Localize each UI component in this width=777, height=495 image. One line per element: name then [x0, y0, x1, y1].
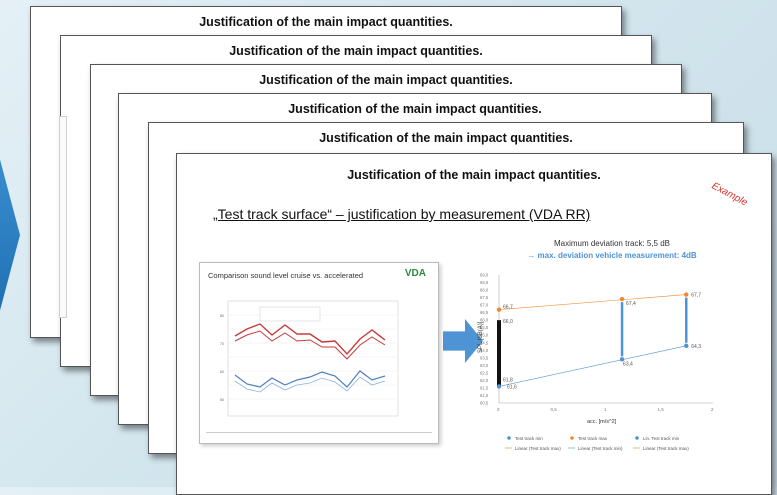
x-tick-label: 2 [711, 407, 714, 412]
legend-item: Test track min [515, 436, 543, 441]
chart-legend: Test track min Test track max Lin. Test … [505, 436, 689, 451]
chart-xlabel: acc. [m/s^2] [587, 419, 617, 425]
slide-card-front: Justification of the main impact quantit… [176, 153, 772, 495]
data-point-max [496, 307, 502, 312]
legend-item: Linear (Test track min) [578, 446, 623, 451]
comparison-chart-title: Comparison sound level cruise vs. accele… [208, 271, 364, 280]
y-tick-label: 62,5 [480, 370, 489, 375]
x-tick-labels: 0 0,5 1 1,5 2 [497, 407, 714, 412]
y-tick-label: 64,0 [480, 348, 489, 353]
plot-area: 66,7 66,0 61,661,8 67,4 63,4 67,7 64,3 [496, 292, 701, 390]
y-tick-label: 60,5 [480, 401, 489, 406]
deviation-header-1: Maximum deviation track: 5,5 dB [553, 239, 671, 248]
y-tick-label: 65,0 [480, 333, 489, 338]
x-tick-label: 0,5 [551, 407, 558, 412]
data-label: 67,7 [691, 293, 701, 299]
trendline-max [498, 294, 687, 310]
slide-title: Justification of the main impact quantit… [319, 131, 573, 145]
y-tick-label: 61,0 [480, 393, 489, 398]
legend-item: Linear (Test track max) [515, 446, 561, 451]
data-label: 61,8 [503, 377, 513, 383]
slide-title: Justification of the main impact quantit… [259, 73, 513, 87]
vda-logo: VDA [404, 268, 426, 279]
deviation-bar [497, 320, 501, 387]
y-tick-label: 67,5 [480, 295, 489, 300]
y-tick-label: 66,0 [480, 318, 489, 323]
y-tick-label: 69,0 [480, 273, 489, 278]
slide-title: Justification of the main impact quantit… [199, 15, 453, 29]
trendline-min [498, 345, 687, 387]
svg-text:70: 70 [220, 342, 224, 346]
legend-item: Test track max [578, 436, 608, 441]
y-tick-labels: 69,0 68,5 68,0 67,5 67,0 66,5 66,0 65,5 65,0 64,5… [480, 273, 489, 406]
comparison-chart-panel: Comparison sound level cruise vs. accele… [199, 262, 439, 444]
data-point-min [684, 343, 689, 348]
x-tick-label: 1,5 [658, 407, 665, 412]
data-label: 66,7 [503, 305, 513, 311]
data-point-min [619, 357, 625, 362]
data-label: 67,4 [626, 301, 636, 307]
chart-ylabel: SPL [dB(A)] [478, 321, 484, 353]
y-tick-label: 63,5 [480, 355, 489, 360]
slide-title: Justification of the main impact quantit… [229, 44, 483, 58]
legend-item: Lin. Test track min [643, 436, 680, 441]
deviation-chart-panel: Maximum deviation track: 5,5 dB → max. d… [477, 239, 747, 454]
svg-text:80: 80 [220, 314, 224, 318]
data-label: 63,4 [623, 361, 633, 367]
y-tick-label: 68,0 [480, 288, 489, 293]
x-tick-label: 1 [604, 407, 607, 412]
y-tick-label: 61,5 [480, 385, 489, 390]
data-point-max [684, 292, 689, 297]
y-tick-label: 68,5 [480, 280, 489, 285]
data-label: 66,0 [503, 319, 513, 325]
data-label: 64,3 [691, 344, 701, 350]
y-tick-label: 67,0 [480, 303, 489, 308]
data-point-min [496, 384, 502, 389]
y-tick-label: 63,0 [480, 363, 489, 368]
x-tick-label: 0 [497, 407, 500, 412]
comparison-chart-graphic: 80 70 60 50 [220, 300, 399, 417]
svg-text:50: 50 [220, 398, 224, 402]
slide-title: Justification of the main impact quantit… [347, 168, 601, 182]
data-label: 61,6 [507, 384, 517, 390]
slide-title: Justification of the main impact quantit… [288, 102, 542, 116]
y-tick-label: 66,5 [480, 310, 489, 315]
svg-text:60: 60 [220, 370, 224, 374]
deviation-scatter-chart: 69,0 68,5 68,0 67,5 67,0 66,5 66,0 65,5 65,0 64,5… [478, 273, 714, 452]
example-label: Example [709, 180, 750, 209]
y-tick-label: 64,5 [480, 340, 489, 345]
comparison-chart-footer [206, 432, 432, 440]
data-point-max [619, 296, 625, 302]
y-tick-label: 62,0 [480, 378, 489, 383]
slide-subtitle: „Test track surface“ – justification by … [213, 206, 591, 222]
deviation-header-2: → max. deviation vehicle measurement: 4d… [527, 251, 697, 260]
legend-item: Linear (Test track max) [643, 446, 689, 451]
y-tick-label: 65,5 [480, 325, 489, 330]
left-navigation-arrow [0, 150, 20, 320]
